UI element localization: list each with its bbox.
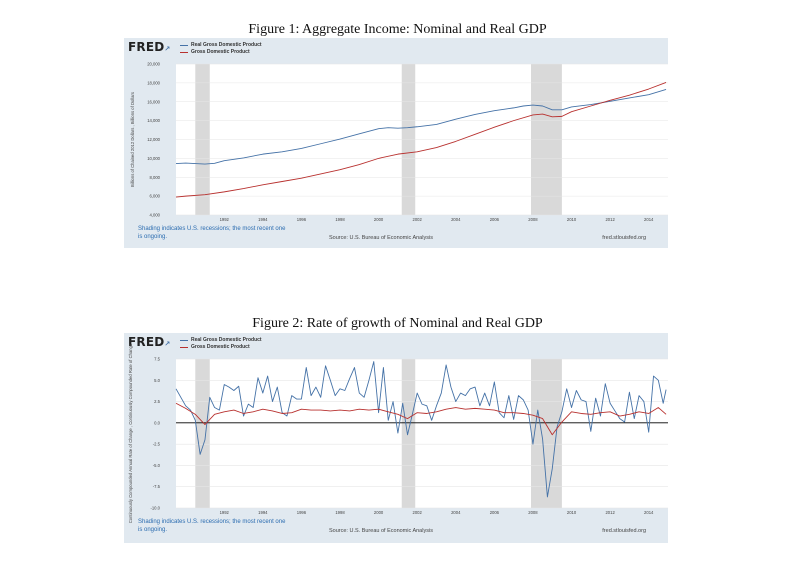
x-tick-label: 1998	[335, 510, 345, 515]
y-tick-label: 14,000	[147, 118, 160, 123]
y-tick-label: 20,000	[147, 62, 160, 67]
fred-logo[interactable]: FRED↗	[128, 40, 170, 54]
y-tick-label: 5.0	[154, 378, 160, 383]
chart-source: Source: U.S. Bureau of Economic Analysis	[329, 235, 433, 241]
x-tick-label: 2010	[567, 510, 577, 515]
y-tick-label: 0.0	[154, 420, 160, 425]
y-tick-label: 4,000	[150, 213, 161, 218]
x-tick-label: 2012	[605, 217, 615, 222]
legend-label-nominal: Gross Domestic Product	[191, 49, 250, 55]
y-tick-label: -10.0	[150, 506, 160, 511]
x-tick-label: 1996	[297, 510, 307, 515]
x-tick-label: 2002	[413, 510, 423, 515]
legend-item-nominal-gdp: Gross Domestic Product	[180, 344, 262, 351]
x-tick-label: 2012	[605, 510, 615, 515]
legend-swatch-real	[180, 44, 188, 47]
y-tick-label: 2.5	[154, 399, 160, 404]
legend-label-nominal: Gross Domestic Product	[191, 344, 250, 350]
figure-2-legend: Real Gross Domestic Product Gross Domest…	[180, 337, 262, 351]
series-line-nominal-gdp	[175, 81, 667, 198]
x-tick-label: 2000	[374, 217, 384, 222]
x-tick-label: 2006	[490, 510, 500, 515]
figure-2-panel: FRED↗ Real Gross Domestic Product Gross …	[124, 333, 668, 543]
figure-1-chart: 4,000 6,000 8,000 10,000 12,000 14,000 16,000 1…	[130, 62, 668, 222]
legend-swatch-nominal	[180, 51, 188, 54]
y-tick-label: 8,000	[150, 175, 161, 180]
fred-logo-text: FRED	[128, 40, 165, 54]
figure-2-chart: -10.0 -7.5 -5.0 -2.5 0.0 2.5 5.0 7.5 1992 1994 199…	[128, 343, 668, 523]
y-axis-label: Continuously Compounded Annual Rate of C…	[128, 343, 133, 523]
legend-item-real-gdp: Real Gross Domestic Product	[180, 42, 262, 49]
figure-1-legend: Real Gross Domestic Product Gross Domest…	[180, 42, 262, 56]
y-tick-label: 16,000	[147, 99, 160, 104]
figure-1-panel: FRED↗ Real Gross Domestic Product Gross …	[124, 38, 668, 248]
fred-logo-text: FRED	[128, 335, 165, 349]
figure-2-caption: Figure 2: Rate of growth of Nominal and …	[252, 316, 543, 331]
recession-shading-note: Shading indicates U.S. recessions; the m…	[138, 226, 286, 240]
y-tick-label: 7.5	[154, 357, 160, 362]
fred-logo-chart-icon: ↗	[164, 45, 171, 53]
series-line-nominal-gdp	[175, 402, 667, 436]
y-tick-label: 12,000	[147, 137, 160, 142]
series-line-real-gdp	[175, 89, 667, 165]
x-tick-label: 2006	[490, 217, 500, 222]
y-tick-label: -2.5	[153, 442, 161, 447]
x-tick-label: 1998	[335, 217, 345, 222]
recession-band	[401, 359, 416, 508]
y-tick-label: 18,000	[147, 80, 160, 85]
x-tick-label: 2004	[451, 217, 461, 222]
fred-url-link[interactable]: fred.stlouisfed.org	[602, 235, 646, 241]
x-tick-label: 2004	[451, 510, 461, 515]
figure-1-caption: Figure 1: Aggregate Income: Nominal and …	[248, 22, 547, 37]
x-tick-label: 2014	[644, 217, 654, 222]
legend-item-real-gdp: Real Gross Domestic Product	[180, 337, 262, 344]
x-tick-label: 1994	[258, 217, 268, 222]
legend-label-real: Real Gross Domestic Product	[191, 337, 262, 343]
y-tick-label: 10,000	[147, 156, 160, 161]
x-tick-label: 1992	[220, 217, 230, 222]
legend-swatch-real	[180, 339, 188, 342]
x-tick-label: 1992	[220, 510, 230, 515]
x-tick-label: 2014	[644, 510, 654, 515]
series-line-real-gdp	[175, 361, 667, 498]
x-tick-label: 1996	[297, 217, 307, 222]
legend-item-nominal-gdp: Gross Domestic Product	[180, 49, 262, 56]
y-tick-label: -7.5	[153, 484, 161, 489]
fred-logo[interactable]: FRED↗	[128, 335, 170, 349]
x-tick-label: 2008	[528, 217, 538, 222]
y-axis-label: Billions of Chained 2012 Dollars , Billi…	[130, 92, 135, 187]
chart-source: Source: U.S. Bureau of Economic Analysis	[329, 528, 433, 534]
recession-band	[195, 359, 210, 508]
x-tick-label: 2000	[374, 510, 384, 515]
plot-area	[176, 359, 668, 508]
legend-label-real: Real Gross Domestic Product	[191, 42, 262, 48]
x-tick-label: 2002	[413, 217, 423, 222]
x-tick-label: 1994	[258, 510, 268, 515]
x-tick-label: 2010	[567, 217, 577, 222]
y-tick-label: 6,000	[150, 194, 161, 199]
x-tick-label: 2008	[528, 510, 538, 515]
fred-url-link[interactable]: fred.stlouisfed.org	[602, 528, 646, 534]
recession-shading-note: Shading indicates U.S. recessions; the m…	[138, 519, 286, 533]
fred-logo-chart-icon: ↗	[164, 340, 171, 348]
legend-swatch-nominal	[180, 346, 188, 349]
y-tick-label: -5.0	[153, 463, 161, 468]
